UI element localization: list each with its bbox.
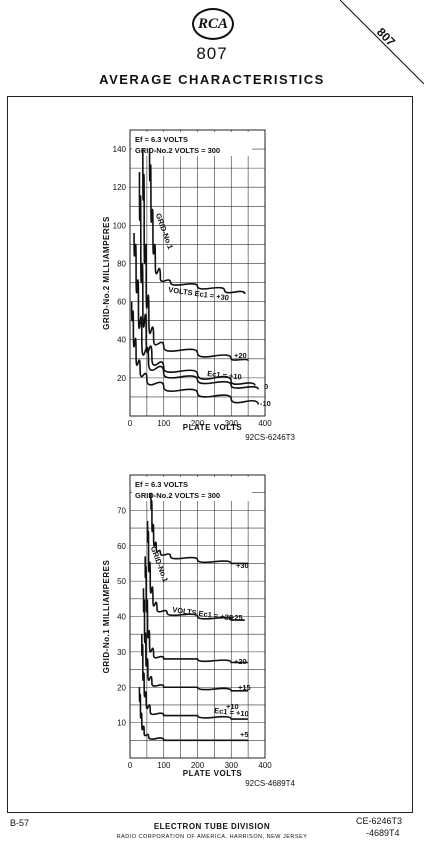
x-axis-label: PLATE VOLTS [183,423,243,432]
series-labels: +30 +25 +20 +15 +10 +5 [226,561,251,739]
plot-border [129,474,266,759]
series-line [130,301,260,405]
x-tick-label: 200 [191,419,205,428]
series-line [141,634,249,720]
x-tick-label: 0 [128,419,133,428]
series-line [142,149,249,361]
x-tick-label: 0 [128,761,133,770]
page-frame [7,96,413,813]
footer-division: ELECTRON TUBE DIVISION [153,822,271,831]
family-label: VOLTS Ec1 = +25 [172,605,234,622]
conditions-box [132,477,252,501]
tube-number: 807 [196,44,228,63]
grid1-current-chart: Ef = 6.3 VOLTS GRID-No.2 VOLTS = 300 0 10… [102,474,296,788]
series-line [144,556,249,664]
series-label: +20 [234,351,247,360]
rca-logo: RCA [192,8,234,40]
series-label: -10 [260,399,271,408]
drawing-code: 92CS-6246T3 [245,433,295,442]
y-tick-label: 20 [117,683,126,692]
series-label: +10 [226,702,239,711]
series-line [146,520,245,621]
footer-company: RADIO CORPORATION OF AMERICA, HARRISON, … [116,834,308,840]
y-tick-label: 100 [113,221,127,230]
y-ticks: 20 40 60 80 100 120 140 [113,145,127,383]
chart-grid [129,474,266,759]
x-tick-label: 400 [258,419,272,428]
condition-1: Ef = 6.3 VOLTS [135,135,188,144]
series-line [148,149,246,295]
y-axis-label: GRID-No.1 MILLIAMPERES [102,560,111,674]
mid-label: Ec1 = +10 [207,369,242,382]
plot-border [129,129,266,417]
x-tick-label: 200 [191,761,205,770]
y-tick-label: 40 [117,336,126,345]
y-tick-label: 140 [113,145,127,154]
x-tick-label: 400 [258,761,272,770]
y-axis-label: GRID-No.2 MILLIAMPERES [102,216,111,330]
series-label: +30 [236,561,249,570]
series-label: +15 [238,683,251,692]
footer-page-code: B-57 [10,818,30,828]
drawing-code: 92CS-4689T4 [245,779,295,788]
y-tick-label: 30 [117,648,126,657]
y-tick-label: 20 [117,374,126,383]
y-tick-label: 40 [117,613,126,622]
series-label: 0 [264,382,268,391]
conditions-box [132,132,252,156]
series-lines [130,149,260,405]
y-tick-label: 70 [117,506,126,515]
page-title: AVERAGE CHARACTERISTICS [99,72,325,87]
x-tick-label: 300 [225,761,239,770]
series-lines [138,492,249,742]
condition-2: GRID-No.2 VOLTS = 300 [135,491,220,500]
y-ticks: 10 20 30 40 50 60 70 [117,506,126,727]
series-line [133,232,260,390]
x-tick-label: 100 [157,419,171,428]
series-line [138,171,256,386]
y-tick-label: 10 [117,719,126,728]
series-line [138,687,249,742]
footer-ref-2: -4689T4 [366,828,400,838]
condition-2: GRID-No.2 VOLTS = 300 [135,146,220,155]
x-tick-label: 300 [225,419,239,428]
y-tick-label: 60 [117,298,126,307]
x-ticks: 0 100 200 300 400 [128,761,272,770]
footer-ref-1: CE-6246T3 [356,816,403,826]
x-ticks: 0 100 200 300 400 [128,419,272,428]
series-label: +20 [234,657,247,666]
x-axis-label: PLATE VOLTS [183,769,243,778]
mid-label: Ec1 = +10 [214,706,249,719]
rotated-grid-label: GRID-No.1 [149,545,170,583]
y-tick-label: 80 [117,259,126,268]
corner-tab [340,0,424,84]
y-tick-label: 120 [113,183,127,192]
series-label: +5 [240,730,249,739]
series-line [150,492,249,565]
series-labels: +20 0 -10 [234,351,271,408]
condition-1: Ef = 6.3 VOLTS [135,480,188,489]
series-line [142,588,249,692]
series-label: +25 [230,613,243,622]
x-tick-label: 100 [157,761,171,770]
grid2-current-chart: Ef = 6.3 VOLTS GRID-No.2 VOLTS = 300 0 10… [102,129,296,442]
y-tick-label: 60 [117,542,126,551]
y-tick-label: 50 [117,577,126,586]
